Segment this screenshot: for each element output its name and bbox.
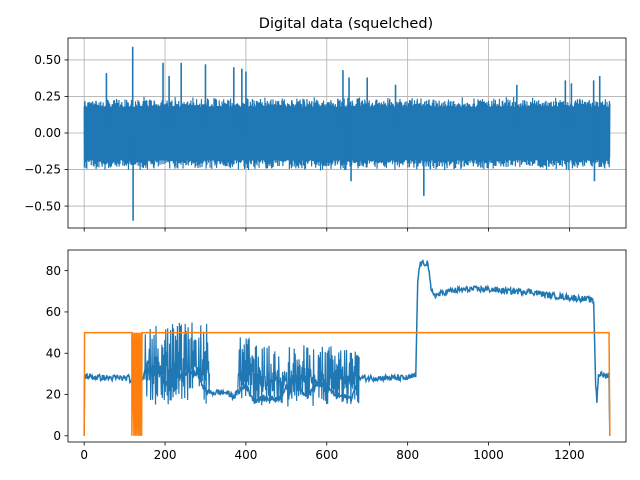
bottom-y-tick-label: 0 bbox=[53, 429, 61, 443]
bottom-blue-noise bbox=[253, 345, 360, 407]
top-y-tick-label: −0.50 bbox=[24, 199, 61, 213]
bottom-x-tick-label: 600 bbox=[315, 448, 338, 462]
bottom-blue-noise bbox=[144, 322, 211, 405]
top-y-tick-label: 0.25 bbox=[34, 90, 61, 104]
bottom-axes-frame bbox=[67, 249, 627, 443]
bottom-x-ticks: 0 200 400 600 800 1000 1200 bbox=[80, 442, 585, 462]
bottom-y-tick-label: 60 bbox=[46, 305, 61, 319]
top-y-tick-label: 0.50 bbox=[34, 53, 61, 67]
top-y-tick-label: −0.25 bbox=[24, 163, 61, 177]
bottom-x-tick-label: 1000 bbox=[473, 448, 504, 462]
bottom-y-tick-label: 40 bbox=[46, 346, 61, 360]
top-series bbox=[83, 46, 611, 221]
top-x-ticks bbox=[83, 228, 570, 232]
bottom-x-tick-label: 400 bbox=[234, 448, 257, 462]
bottom-x-tick-label: 1200 bbox=[554, 448, 585, 462]
chart-bottom: 0 200 400 600 800 1000 1200 0 20 40 60 80 bbox=[46, 249, 627, 462]
top-y-tick-label: 0.00 bbox=[34, 126, 61, 140]
bottom-blue-noise bbox=[237, 337, 255, 400]
bottom-x-tick-label: 800 bbox=[396, 448, 419, 462]
bottom-y-tick-label: 80 bbox=[46, 264, 61, 278]
bottom-orange-line bbox=[83, 331, 611, 436]
bottom-x-tick-label: 0 bbox=[80, 448, 88, 462]
chart-title: Digital data (squelched) bbox=[259, 16, 433, 32]
top-signal-core bbox=[84, 106, 610, 161]
top-y-ticks: −0.50 −0.25 0.00 0.25 0.50 bbox=[24, 53, 68, 213]
bottom-y-ticks: 0 20 40 60 80 bbox=[46, 264, 68, 443]
bottom-x-tick-label: 200 bbox=[154, 448, 177, 462]
bottom-y-tick-label: 20 bbox=[46, 388, 61, 402]
bottom-series bbox=[83, 259, 611, 436]
chart-top: Digital data (squelched) −0.50 −0.25 0.00 0… bbox=[24, 16, 627, 232]
